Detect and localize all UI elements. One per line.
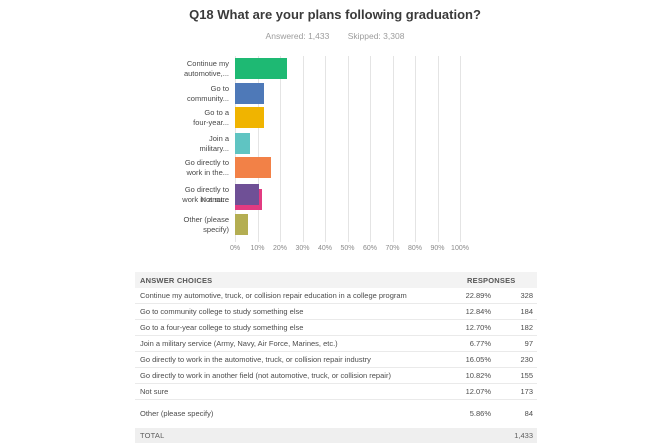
answer-choice-cell: Continue my automotive, truck, or collis… <box>140 291 407 300</box>
gridline <box>325 56 326 242</box>
table-row: Continue my automotive, truck, or collis… <box>135 288 537 304</box>
chart-category-label: Other (please specify) <box>183 214 229 234</box>
chart-bar[interactable] <box>235 214 249 235</box>
x-axis-tick-label: 70% <box>385 245 400 252</box>
chart-bar[interactable] <box>235 107 264 128</box>
gridline <box>460 56 461 242</box>
count-cell: 184 <box>520 307 533 316</box>
percent-cell: 16.05% <box>465 355 491 364</box>
gridline <box>415 56 416 242</box>
percent-cell: 22.89% <box>465 291 491 300</box>
count-cell: 84 <box>524 408 533 418</box>
answered-count: Answered: 1,433 <box>265 31 330 41</box>
table-row: Join a military service (Army, Navy, Air… <box>135 336 537 352</box>
chart-bar[interactable] <box>235 83 264 104</box>
total-label: TOTAL <box>140 431 165 440</box>
percent-cell: 12.07% <box>465 387 491 396</box>
answer-choice-cell: Go directly to work in the automotive, t… <box>140 355 371 364</box>
gridline <box>392 56 394 242</box>
percent-cell: 5.86% <box>469 408 491 418</box>
bar-chart: Continue my automotive,... Go to community.… <box>135 54 545 264</box>
chart-bar-row: Go directly to work in anot... <box>135 184 545 205</box>
chart-category-label: Go directly to work in the... <box>184 157 229 177</box>
x-axis-tick-label: 20% <box>272 245 288 252</box>
gridline <box>347 56 349 242</box>
table-row: Go to a four-year college to study somet… <box>135 320 537 336</box>
table-row: Go directly to work in the automotive, t… <box>135 352 537 368</box>
chart-category-label: Go directly to work in anot... <box>182 184 229 204</box>
x-axis-tick-label: 30% <box>295 245 310 252</box>
response-stats: Answered: 1,433 Skipped: 3,308 <box>0 31 670 41</box>
count-cell: 230 <box>520 355 533 364</box>
answer-choice-cell: Other (please specify) <box>140 408 214 418</box>
percent-cell: 12.70% <box>465 323 491 332</box>
chart-bar-row: Continue my automotive,... <box>135 58 545 79</box>
chart-bar-row: Go to community... <box>135 83 545 104</box>
answer-choice-cell: Go to community college to study somethi… <box>140 307 304 316</box>
chart-bar-row: Other (please specify) <box>135 214 545 235</box>
chart-bar[interactable] <box>235 58 287 79</box>
column-header-responses: RESPONSES <box>467 275 516 285</box>
answer-choice-cell: Go directly to work in another field (no… <box>140 371 391 380</box>
gridline <box>302 56 304 242</box>
skipped-count: Skipped: 3,308 <box>347 31 405 41</box>
chart-category-label: Not sure <box>200 194 229 204</box>
chart-category-label: Go to a four-year... <box>193 107 229 127</box>
x-axis-tick-label: 50% <box>340 245 355 252</box>
results-table: ANSWER CHOICES RESPONSES Continue my aut… <box>135 272 537 443</box>
table-row: Go to community college to study somethi… <box>135 304 537 320</box>
gridline <box>257 56 259 242</box>
total-value: 1,433 <box>514 431 533 440</box>
answer-choice-cell: Go to a four-year college to study somet… <box>140 323 304 332</box>
question-title: Q18 What are your plans following gradua… <box>189 7 481 22</box>
x-axis: 0% 10% 20% 30% 40% 50% 60% 70% 80% 90% 100% <box>135 245 545 257</box>
chart-bar[interactable] <box>235 184 260 205</box>
x-axis-tick-label: 80% <box>407 245 423 252</box>
chart-category-label: Go to community... <box>187 83 229 103</box>
chart-bar[interactable] <box>235 133 251 154</box>
chart-bar[interactable] <box>235 157 272 178</box>
chart-category-label: Continue my automotive,... <box>183 58 229 78</box>
answer-choice-cell: Join a military service (Army, Navy, Air… <box>140 339 338 348</box>
chart-bar-row: Go to a four-year... <box>135 107 545 128</box>
table-header-row: ANSWER CHOICES RESPONSES <box>135 272 537 288</box>
percent-cell: 12.84% <box>465 307 491 316</box>
x-axis-tick-label: 0% <box>229 245 241 252</box>
count-cell: 173 <box>520 387 533 396</box>
percent-cell: 6.77% <box>469 339 491 348</box>
table-body: Continue my automotive, truck, or collis… <box>135 288 537 426</box>
count-cell: 328 <box>520 291 533 300</box>
table-row: Other (please specify) 5.86% 84 <box>135 400 537 426</box>
table-row: Not sure 12.07% 173 <box>135 384 537 400</box>
table-row: Go directly to work in another field (no… <box>135 368 537 384</box>
gridline <box>370 56 371 242</box>
answer-choice-cell: Not sure <box>140 387 169 396</box>
count-cell: 182 <box>520 323 533 332</box>
x-axis-tick-label: 100% <box>451 245 469 252</box>
column-header-answer-choices: ANSWER CHOICES <box>140 275 213 285</box>
x-axis-tick-label: 90% <box>430 245 445 252</box>
x-axis-tick-label: 40% <box>317 245 333 252</box>
count-cell: 155 <box>520 371 533 380</box>
chart-bar-row: Join a military... <box>135 133 545 154</box>
gridline <box>437 56 439 242</box>
percent-cell: 10.82% <box>465 371 491 380</box>
gridline <box>280 56 281 242</box>
count-cell: 97 <box>524 339 533 348</box>
chart-category-label: Join a military... <box>199 133 229 153</box>
x-axis-tick-label: 10% <box>250 245 265 252</box>
x-axis-tick-label: 60% <box>362 245 378 252</box>
chart-bar-row: Go directly to work in the... <box>135 157 545 178</box>
total-row: TOTAL 1,433 <box>135 428 537 443</box>
